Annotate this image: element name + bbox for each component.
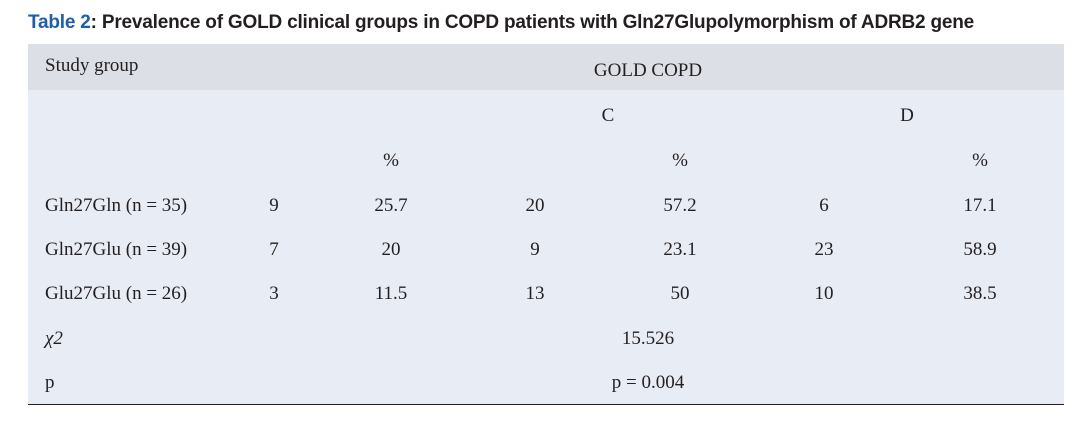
table-cell: 17.1 <box>963 195 997 216</box>
table-header-row <box>28 44 1064 90</box>
row-label: Gln27Gln (n = 35) <box>45 195 188 216</box>
table-cell: 9 <box>530 239 540 260</box>
percent-header: % <box>672 150 688 171</box>
percent-header: % <box>972 150 988 171</box>
table-cell: 3 <box>269 283 279 304</box>
header-study-group: Study group <box>45 55 139 76</box>
table-cell: 7 <box>269 239 279 260</box>
p-value: p = 0.004 <box>611 372 685 393</box>
table-caption-text: : Prevalence of GOLD clinical groups in … <box>90 12 975 33</box>
table-cell: 6 <box>819 195 829 216</box>
table-cell: 23 <box>814 239 834 260</box>
table-cell: 58.9 <box>963 239 997 260</box>
data-table: Study group GOLD COPD C D % % % Gln27Gln… <box>28 44 1064 405</box>
table-cell: 20 <box>525 195 545 216</box>
header-gold-copd: GOLD COPD <box>593 60 703 81</box>
header-group-c: C <box>601 105 615 126</box>
table-cell: 50 <box>670 283 690 304</box>
table-caption-label: Table 2 <box>28 12 91 33</box>
chi-square-value: 15.526 <box>621 328 675 349</box>
table-cell: 11.5 <box>374 283 408 304</box>
chi-square-label: χ2 <box>45 328 63 349</box>
row-label: Gln27Glu (n = 39) <box>45 239 188 260</box>
table-cell: 23.1 <box>663 239 697 260</box>
table-cell: 25.7 <box>374 195 408 216</box>
table-cell: 13 <box>525 283 545 304</box>
header-group-d: D <box>900 105 914 126</box>
table-caption: Table 2: Prevalence of GOLD clinical gro… <box>28 12 974 34</box>
table-cell: 38.5 <box>963 283 997 304</box>
table-cell: 57.2 <box>663 195 697 216</box>
table-cell: 20 <box>381 239 401 260</box>
p-label: p <box>45 372 55 393</box>
percent-header: % <box>383 150 399 171</box>
table-cell: 10 <box>814 283 834 304</box>
table-cell: 9 <box>269 195 279 216</box>
row-label: Glu27Glu (n = 26) <box>45 283 188 304</box>
